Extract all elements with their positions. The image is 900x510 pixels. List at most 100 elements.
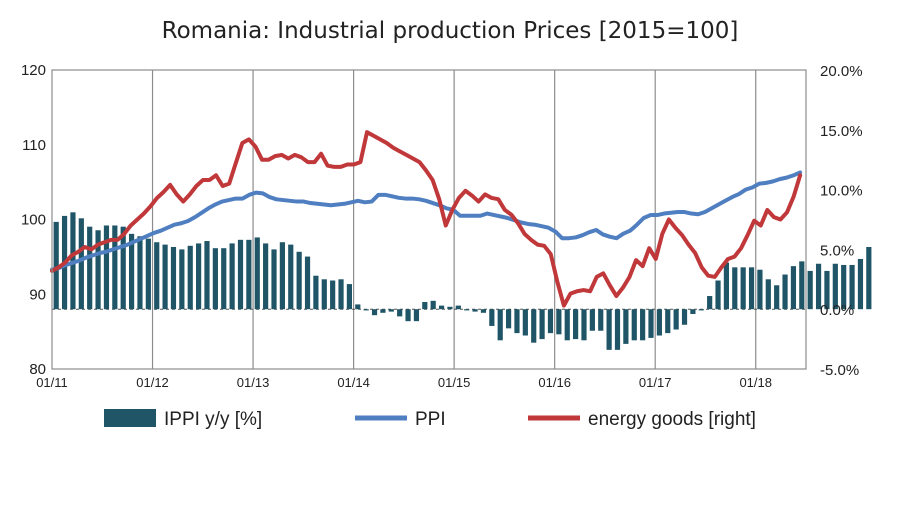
ippi-bar bbox=[774, 285, 780, 310]
ippi-bar bbox=[221, 248, 227, 310]
ippi-bar bbox=[866, 247, 872, 310]
ippi-bar bbox=[53, 221, 59, 310]
left-axis-tick-label: 100 bbox=[21, 212, 46, 229]
ippi-bar bbox=[447, 306, 453, 310]
x-axis-tick-label: 01/15 bbox=[438, 375, 471, 390]
ippi-bar bbox=[464, 309, 470, 311]
ippi-bar bbox=[346, 284, 352, 310]
legend-label-energy: energy goods [right] bbox=[588, 409, 756, 430]
bar-series-ippi bbox=[53, 212, 872, 350]
plot-frame bbox=[51, 69, 807, 370]
grid-lines bbox=[52, 70, 806, 369]
ippi-bar bbox=[455, 305, 461, 310]
ippi-bar bbox=[514, 309, 520, 334]
ippi-bar bbox=[288, 244, 294, 310]
ippi-bar bbox=[723, 262, 729, 310]
ippi-bar bbox=[330, 280, 336, 310]
ippi-bar bbox=[556, 309, 562, 335]
ippi-bar bbox=[539, 309, 545, 340]
ippi-bar bbox=[623, 309, 629, 344]
right-axis-tick-label: 0.0% bbox=[820, 302, 854, 319]
right-axis-tick-label: 15.0% bbox=[820, 123, 863, 140]
x-axis-tick-label: 01/16 bbox=[538, 375, 571, 390]
ippi-bar bbox=[145, 238, 151, 310]
ippi-bar bbox=[263, 243, 269, 310]
right-axis-tick-label: 20.0% bbox=[820, 63, 863, 80]
ippi-bar bbox=[212, 248, 218, 310]
ippi-bar bbox=[748, 267, 755, 310]
left-axis-tick-label: 120 bbox=[21, 62, 46, 79]
right-axis-tick-label: 5.0% bbox=[820, 242, 854, 259]
ippi-bar bbox=[154, 242, 160, 310]
ippi-bar bbox=[631, 309, 637, 341]
ippi-bar bbox=[673, 309, 679, 330]
energy-goods-line bbox=[50, 130, 803, 308]
ippi-bar bbox=[497, 309, 503, 341]
legend-swatch-ippi bbox=[104, 409, 156, 427]
ippi-bar bbox=[338, 279, 344, 310]
x-axis-tick-label: 01/18 bbox=[739, 375, 772, 390]
ippi-bar bbox=[405, 309, 411, 322]
ippi-bar bbox=[128, 233, 135, 310]
ippi-bar bbox=[304, 256, 311, 310]
x-axis-tick-label: 01/11 bbox=[36, 375, 68, 390]
ippi-bar bbox=[581, 309, 587, 341]
ippi-bar bbox=[137, 236, 143, 310]
ippi-bar bbox=[95, 230, 101, 310]
ippi-bar bbox=[841, 264, 847, 310]
ippi-bar bbox=[422, 302, 428, 310]
ippi-bar bbox=[807, 270, 813, 310]
ippi-bar bbox=[355, 304, 361, 310]
ippi-bar bbox=[472, 309, 478, 312]
ippi-bar bbox=[296, 251, 302, 310]
ippi-bar bbox=[505, 309, 512, 329]
ippi-bar bbox=[573, 309, 579, 340]
chart-title: Romania: Industrial production Prices [2… bbox=[161, 18, 739, 44]
ippi-bar bbox=[363, 309, 369, 311]
ippi-bar bbox=[598, 309, 604, 331]
ippi-bar bbox=[849, 264, 855, 310]
ippi-bar bbox=[547, 309, 554, 334]
ippi-bar bbox=[112, 225, 118, 310]
x-axis-tick-label: 01/13 bbox=[237, 375, 270, 390]
ippi-bar bbox=[665, 309, 671, 334]
ippi-bar bbox=[87, 226, 93, 310]
ippi-bar bbox=[824, 270, 830, 310]
ippi-bar bbox=[531, 309, 537, 343]
x-axis-tick-label: 01/17 bbox=[639, 375, 672, 390]
left-axis-tick-label: 90 bbox=[29, 286, 46, 303]
ippi-bar bbox=[606, 309, 612, 350]
ippi-bar bbox=[246, 239, 252, 310]
ippi-bar bbox=[271, 249, 277, 310]
ippi-bar bbox=[707, 296, 713, 310]
ippi-bar bbox=[832, 263, 838, 310]
left-axis-tick-label: 110 bbox=[22, 137, 46, 154]
ippi-bar bbox=[489, 309, 495, 326]
ippi-bar bbox=[815, 263, 822, 310]
right-axis-tick-label: 10.0% bbox=[820, 183, 863, 200]
ippi-bar bbox=[380, 309, 386, 313]
ippi-bar bbox=[388, 309, 394, 312]
ippi-bar bbox=[204, 241, 210, 310]
x-axis-ticks: 01/11 01/12 01/13 01/14 01/15 01/16 01/17 01/18 bbox=[36, 375, 772, 390]
ippi-bar bbox=[187, 245, 193, 310]
ippi-bar bbox=[279, 242, 285, 310]
ippi-bar bbox=[732, 267, 738, 310]
ippi-bar bbox=[698, 309, 704, 311]
ippi-bar bbox=[438, 305, 445, 310]
legend-label-ppi: PPI bbox=[415, 409, 446, 430]
ippi-bar bbox=[757, 269, 763, 310]
ippi-bar bbox=[313, 275, 319, 310]
legend: IPPI y/y [%] PPI energy goods [right] bbox=[104, 409, 756, 430]
ippi-bar bbox=[237, 239, 244, 310]
ippi-bar bbox=[170, 247, 177, 310]
plot-border bbox=[51, 69, 807, 370]
right-axis-tick-label: -5.0% bbox=[820, 362, 859, 379]
left-axis-tick-label: 80 bbox=[29, 361, 46, 378]
ippi-bar bbox=[640, 309, 646, 341]
ippi-bar bbox=[413, 309, 420, 322]
legend-label-ippi: IPPI y/y [%] bbox=[164, 409, 262, 430]
x-axis-tick-label: 01/12 bbox=[136, 375, 169, 390]
ippi-bar bbox=[78, 218, 84, 310]
